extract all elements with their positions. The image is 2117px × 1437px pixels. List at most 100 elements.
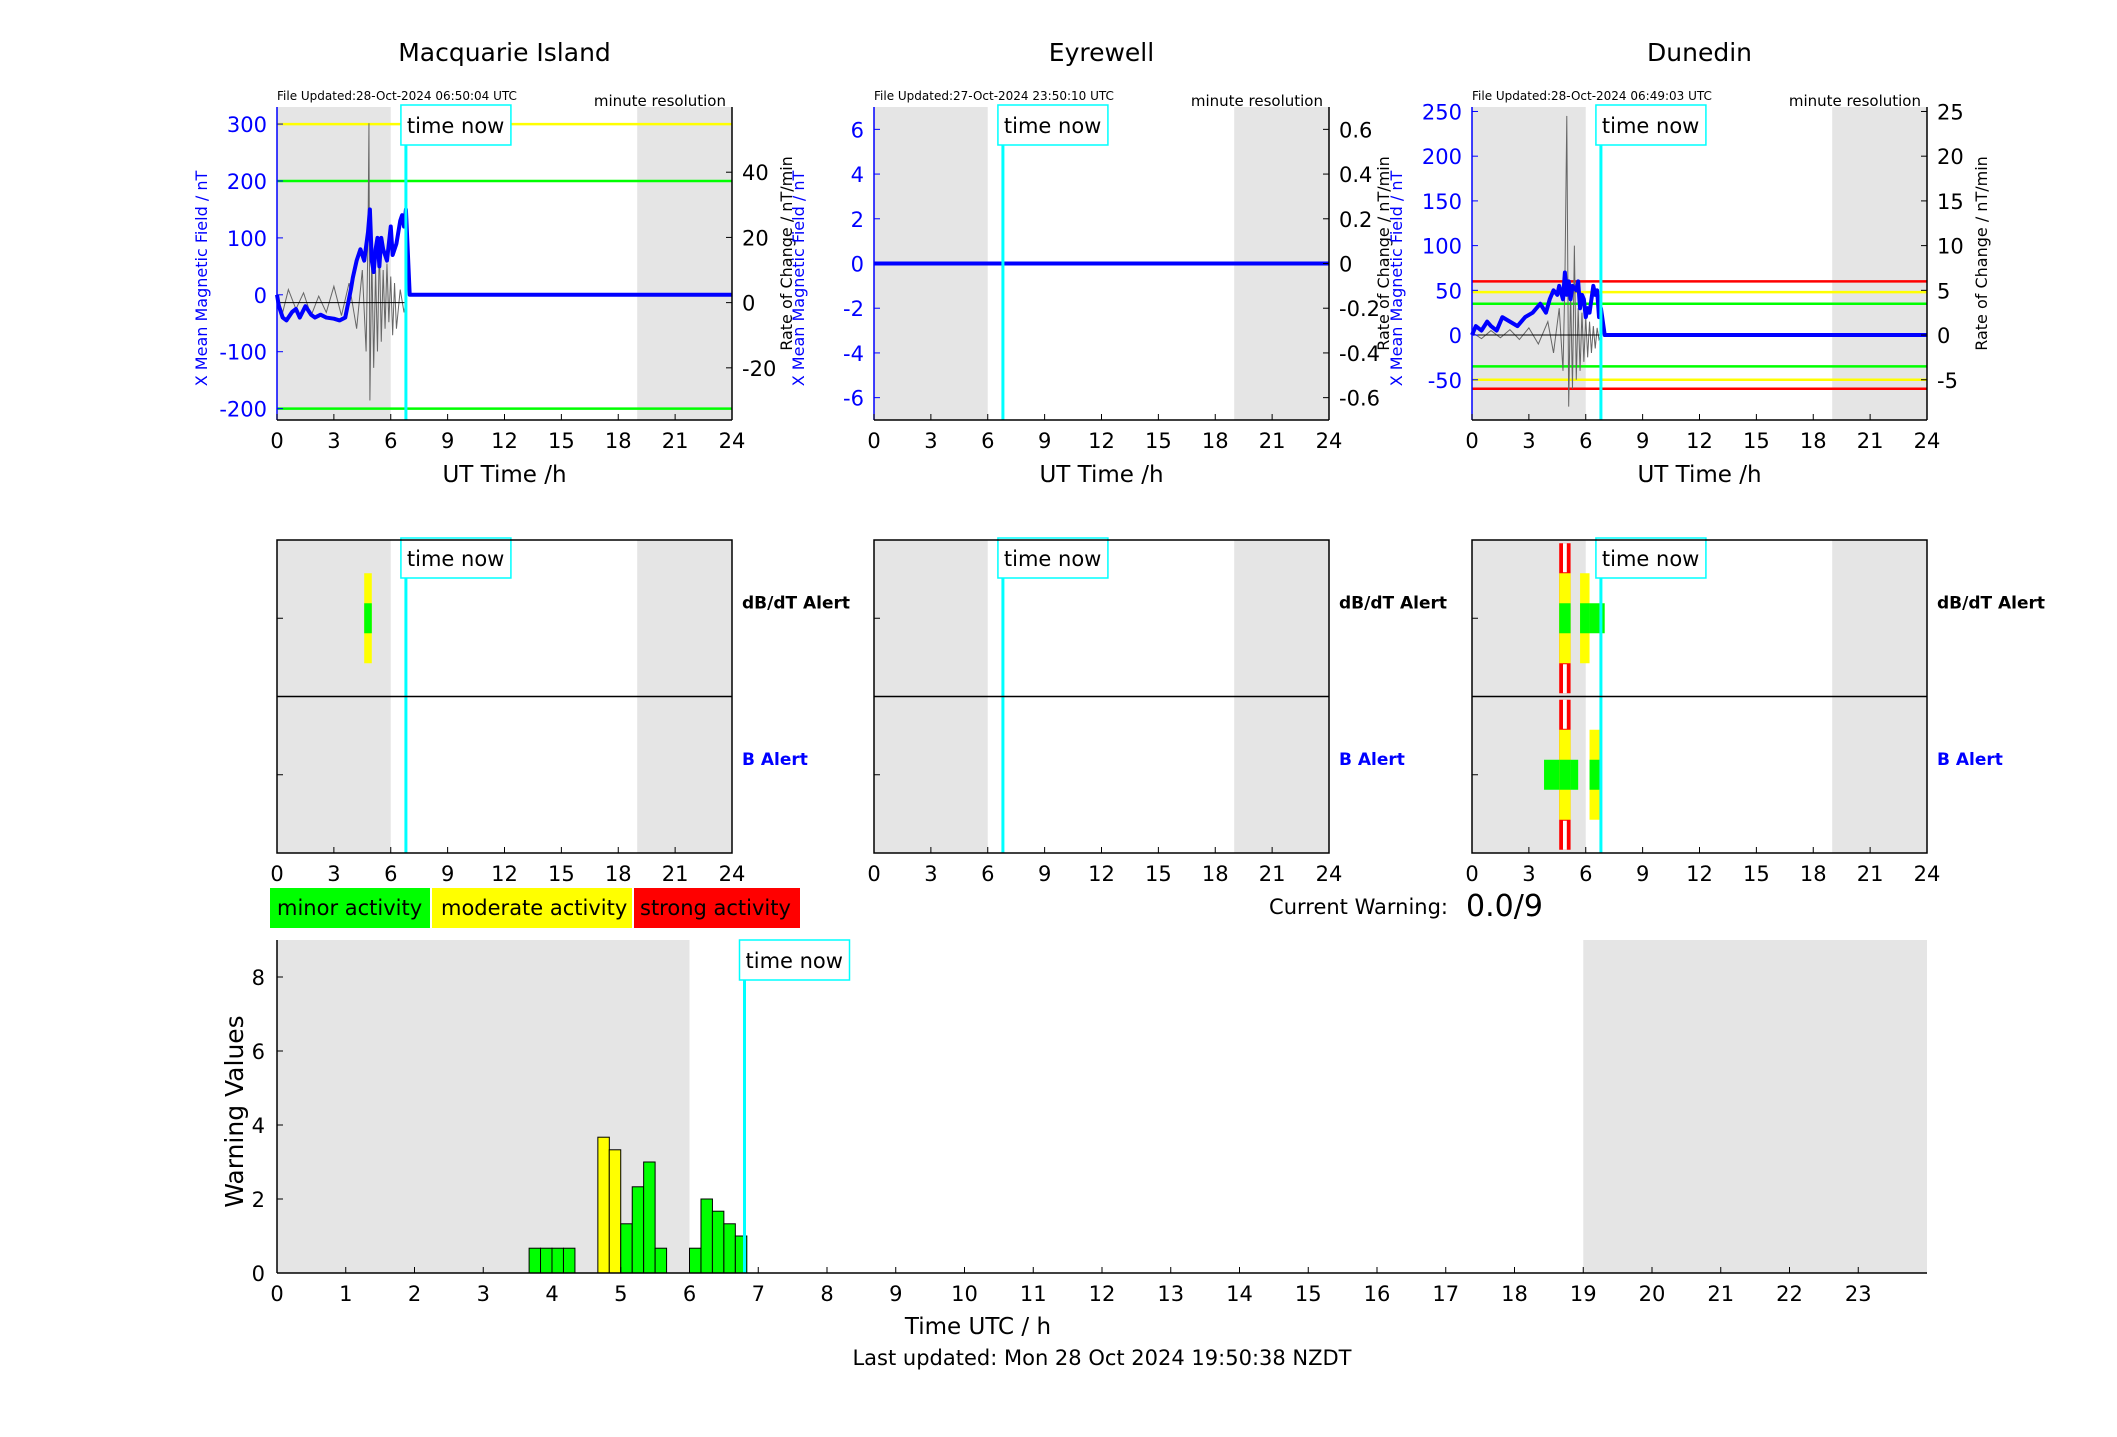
alert-2-x-tick-label: 9 [1636,862,1649,886]
alert-2-x-tick-label: 3 [1522,862,1535,886]
station-1-y-tick-label: -4 [843,342,864,366]
alert-0-alert-level-1 [364,603,372,634]
station-0-shaded-region-1 [637,107,732,420]
station-2-time-now-label: time now [1602,114,1699,138]
station-0-y-tick-label: 300 [227,113,267,137]
station-1-y2-tick-label: 0.6 [1339,118,1372,142]
station-0-x-tick-label: 18 [605,429,632,453]
warning-x-tick-label: 12 [1089,1282,1116,1306]
alert-2-x-tick-label: 0 [1465,862,1478,886]
station-1-time-now-label: time now [1004,114,1101,138]
warning-bar [597,1136,610,1274]
station-1-y2-tick-label: 0.2 [1339,208,1372,232]
last-updated-footer: Last updated: Mon 28 Oct 2024 19:50:38 N… [852,1346,1351,1370]
station-2-title: Dunedin [1647,38,1752,67]
station-2-y-label: X Mean Magnetic Field / nT [1387,171,1406,387]
alert-2-x-tick-label: 6 [1579,862,1592,886]
current-warning-label: Current Warning: [1269,895,1448,919]
station-2-y-tick-label: 200 [1422,145,1462,169]
warning-y-tick-label: 8 [252,966,265,990]
station-2-y-tick-label: 0 [1449,324,1462,348]
station-2-y-tick-label: 250 [1422,100,1462,124]
alert-0-x-tick-label: 12 [491,862,518,886]
station-1-y-tick-label: 6 [851,118,864,142]
station-2-y-tick-label: -50 [1428,369,1462,393]
station-1-x-tick-label: 24 [1316,429,1343,453]
alert-2-alert-level-1 [1580,603,1590,634]
alert-2-alert-level-1 [1589,759,1601,790]
alert-0-alert-cell-0 [364,573,372,664]
alert-2-alert-level-1 [1544,759,1560,790]
alert-1-x-tick-label: 21 [1259,862,1286,886]
warning-x-tick-label: 16 [1364,1282,1391,1306]
warning-bar [711,1210,725,1274]
station-2-x-tick-label: 15 [1743,429,1770,453]
alert-0-x-tick-label: 9 [441,862,454,886]
activity-legend: minor activity moderate activity strong … [270,888,800,928]
station-0-y-tick-label: 100 [227,227,267,251]
station-2-y2-label: Rate of Change / nT/min [1972,156,1991,351]
warning-x-tick-label: 5 [614,1282,627,1306]
warning-bar [654,1247,668,1274]
warning-x-tick-label: 7 [752,1282,765,1306]
station-1-x-tick-label: 9 [1038,429,1051,453]
warning-bar [723,1223,736,1274]
alert-2-alert-level-1 [1559,759,1571,790]
warning-x-tick-label: 15 [1295,1282,1322,1306]
station-1-y2-tick-label: 0 [1339,253,1352,277]
station-1-x-tick-label: 15 [1145,429,1172,453]
warning-shaded-region-0 [277,940,690,1273]
station-2-file-updated: File Updated:28-Oct-2024 06:49:03 UTC [1472,89,1712,103]
station-0-x-tick-label: 24 [719,429,746,453]
alert-1-x-tick-label: 0 [867,862,880,886]
alert-1-x-tick-label: 3 [924,862,937,886]
station-1-y-tick-label: -6 [843,387,864,411]
station-1-x-tick-label: 21 [1259,429,1286,453]
station-2-shaded-region-1 [1832,107,1927,420]
alert-1-row-label-b: B Alert [1339,750,1405,770]
warning-x-tick-label: 17 [1432,1282,1459,1306]
station-0-x-tick-label: 0 [270,429,283,453]
station-0-time-now-label: time now [407,114,504,138]
alert-2-alert-cell-1 [1580,573,1590,664]
warning-x-tick-label: 19 [1570,1282,1597,1306]
station-1-y2-tick-label: -0.4 [1339,342,1380,366]
station-0-x-tick-label: 3 [327,429,340,453]
warning-x-tick-label: 1 [339,1282,352,1306]
warning-x-tick-label: 11 [1020,1282,1047,1306]
alert-0-x-tick-label: 15 [548,862,575,886]
station-2-x-tick-label: 21 [1857,429,1884,453]
alert-0-row-label-b: B Alert [742,750,808,770]
warning-bar [608,1149,622,1274]
station-0-y-tick-label: -200 [219,398,267,422]
station-0-y-label: X Mean Magnetic Field / nT [192,171,211,387]
station-1-file-updated: File Updated:27-Oct-2024 23:50:10 UTC [874,89,1114,103]
alert-0-row-label-dbdt: dB/dT Alert [742,593,850,613]
current-warning-value: 0.0/9 [1466,889,1543,924]
station-2-x-label: UT Time /h [1637,462,1761,488]
alert-2-alert-cell-3 [1544,759,1560,790]
alert-2-x-tick-label: 12 [1686,862,1713,886]
legend-swatch-moderate [432,888,632,928]
alert-2-row-label-dbdt: dB/dT Alert [1937,593,2045,613]
warning-bar [551,1247,564,1274]
station-2-y2-tick-label: 20 [1937,145,1964,169]
warning-y-tick-label: 2 [252,1188,265,1212]
station-2-y2-tick-label: -5 [1937,369,1958,393]
station-2-rate-series [1471,115,1602,407]
station-1-y-label: X Mean Magnetic Field / nT [789,171,808,387]
station-2-x-tick-label: 24 [1914,429,1941,453]
station-1-y2-tick-label: -0.2 [1339,297,1380,321]
station-0-y-tick-label: -100 [219,341,267,365]
alert-2-x-tick-label: 24 [1914,862,1941,886]
warning-x-tick-label: 10 [951,1282,978,1306]
warning-y-tick-label: 0 [252,1262,265,1286]
legend-label-moderate: moderate activity [441,896,627,920]
station-1-resolution: minute resolution [1191,92,1323,110]
alert-1-time-now-label: time now [1004,547,1101,571]
warning-x-tick-label: 9 [889,1282,902,1306]
station-2-y-tick-label: 100 [1422,235,1462,259]
station-0-y-tick-label: 200 [227,170,267,194]
warning-bar [689,1247,702,1274]
station-1-y-tick-label: 4 [851,163,864,187]
